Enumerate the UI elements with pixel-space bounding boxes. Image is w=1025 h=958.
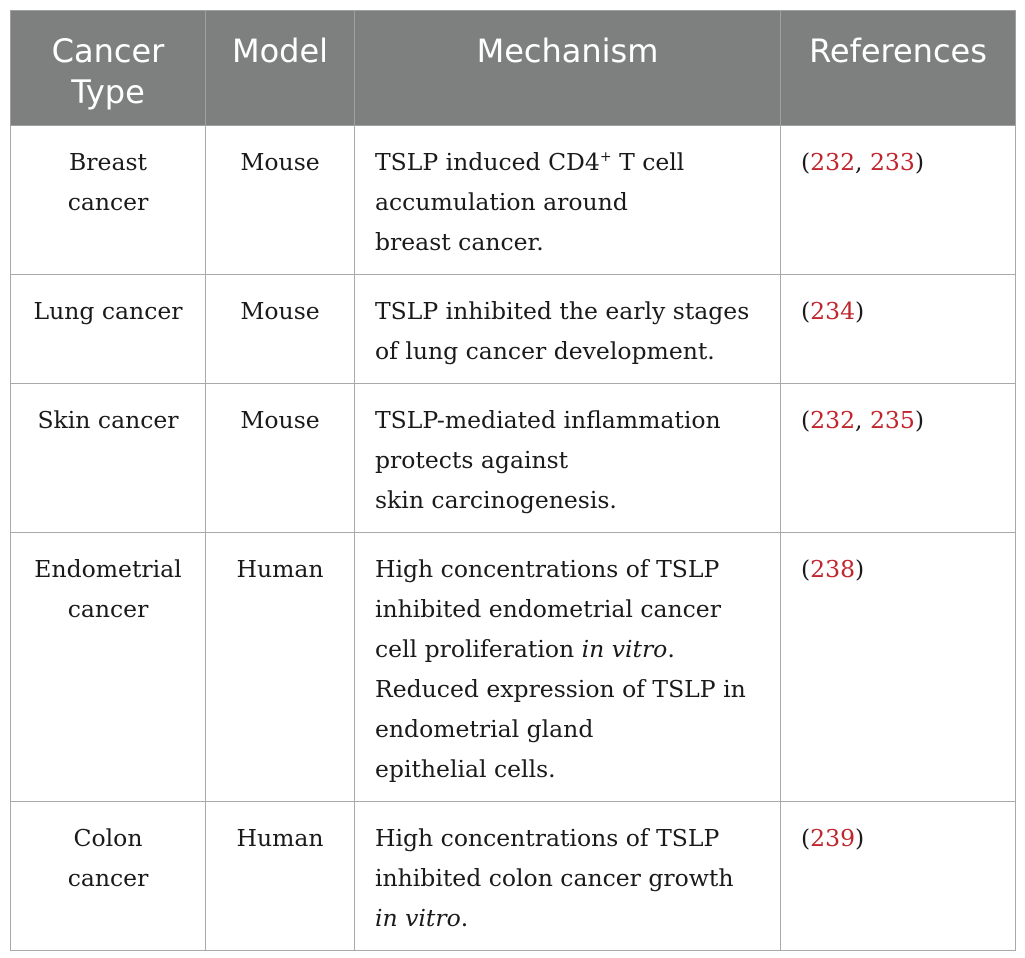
cell-references: (232, 235) <box>780 383 1016 533</box>
cancer-type-line: cancer <box>67 188 149 216</box>
cell-mechanism: TSLP inhibited the early stages of lung c… <box>354 274 781 384</box>
header-mechanism: Mechanism <box>354 10 781 126</box>
tslp-cancer-table: Cancer Type Model Mechanism References Br… <box>10 10 1016 951</box>
header-cancer-type-word1: Cancer <box>51 32 165 70</box>
cell-references: (234) <box>780 274 1016 384</box>
header-cancer-type: Cancer Type <box>10 10 206 126</box>
reference-link[interactable]: 232 <box>810 148 856 176</box>
table-row: Breast cancer Mouse TSLP induced CD4+ T c… <box>10 125 1016 275</box>
cell-mechanism: TSLP-mediated inflammation protects again… <box>354 383 781 533</box>
cancer-type-line: Endometrial <box>34 555 182 583</box>
table-row: Lung cancer Mouse TSLP inhibited the ear… <box>10 274 1016 384</box>
table-row: Colon cancer Human High concentrations of… <box>10 801 1016 951</box>
header-row: Cancer Type Model Mechanism References <box>10 10 1016 126</box>
cancer-type-line: Breast <box>69 148 147 176</box>
table-header: Cancer Type Model Mechanism References <box>10 10 1016 126</box>
reference-link[interactable]: 239 <box>810 824 856 852</box>
reference-link[interactable]: 238 <box>810 555 856 583</box>
cell-mechanism: High concentrations of TSLP inhibited end… <box>354 532 781 802</box>
reference-link[interactable]: 234 <box>810 297 856 325</box>
cancer-type-line: Colon <box>73 824 143 852</box>
cancer-type-line: cancer <box>67 864 149 892</box>
cell-references: (232, 233) <box>780 125 1016 275</box>
cell-model: Mouse <box>205 125 355 275</box>
cell-cancer-type: Breast cancer <box>10 125 206 275</box>
reference-link[interactable]: 233 <box>869 148 915 176</box>
cell-references: (238) <box>780 532 1016 802</box>
reference-link[interactable]: 232 <box>810 406 856 434</box>
table-row: Endometrial cancer Human High concentrati… <box>10 532 1016 802</box>
cell-model: Human <box>205 801 355 951</box>
superscript-plus: + <box>599 149 612 165</box>
cancer-type-line: cancer <box>67 595 149 623</box>
cell-cancer-type: Colon cancer <box>10 801 206 951</box>
cell-references: (239) <box>780 801 1016 951</box>
header-references: References <box>780 10 1016 126</box>
cell-mechanism: TSLP induced CD4+ T cell accumulation aro… <box>354 125 781 275</box>
cell-model: Human <box>205 532 355 802</box>
cell-model: Mouse <box>205 274 355 384</box>
cell-cancer-type: Skin cancer <box>10 383 206 533</box>
cell-cancer-type: Endometrial cancer <box>10 532 206 802</box>
header-model: Model <box>205 10 355 126</box>
reference-link[interactable]: 235 <box>869 406 915 434</box>
cell-cancer-type: Lung cancer <box>10 274 206 384</box>
table-body: Breast cancer Mouse TSLP induced CD4+ T c… <box>10 125 1016 951</box>
cell-mechanism: High concentrations of TSLP inhibited col… <box>354 801 781 951</box>
cell-model: Mouse <box>205 383 355 533</box>
table-row: Skin cancer Mouse TSLP-mediated inflamma… <box>10 383 1016 533</box>
header-cancer-type-word2: Type <box>71 73 145 111</box>
